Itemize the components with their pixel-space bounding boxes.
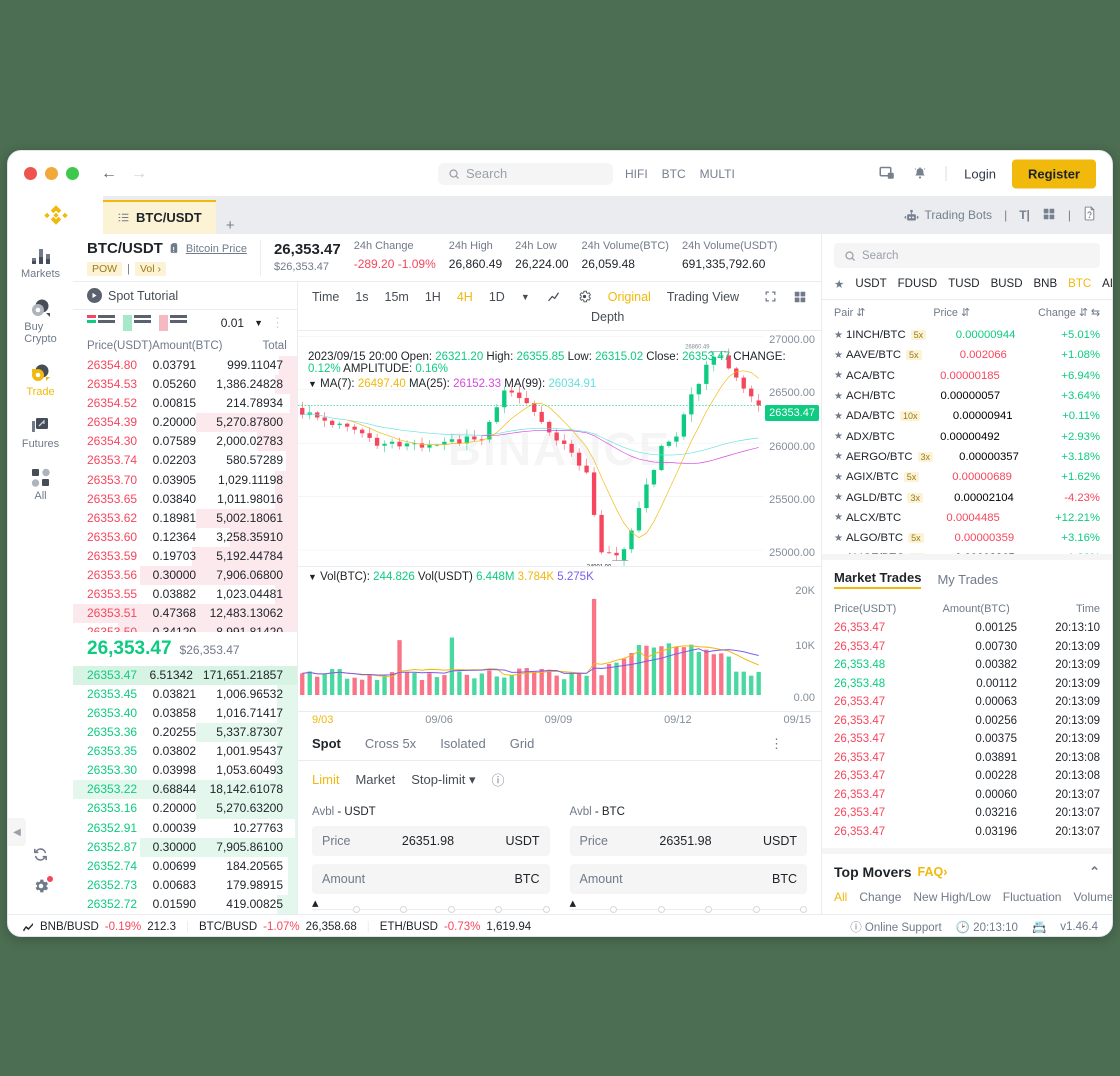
svg-text:26860.49: 26860.49 [685, 344, 710, 350]
